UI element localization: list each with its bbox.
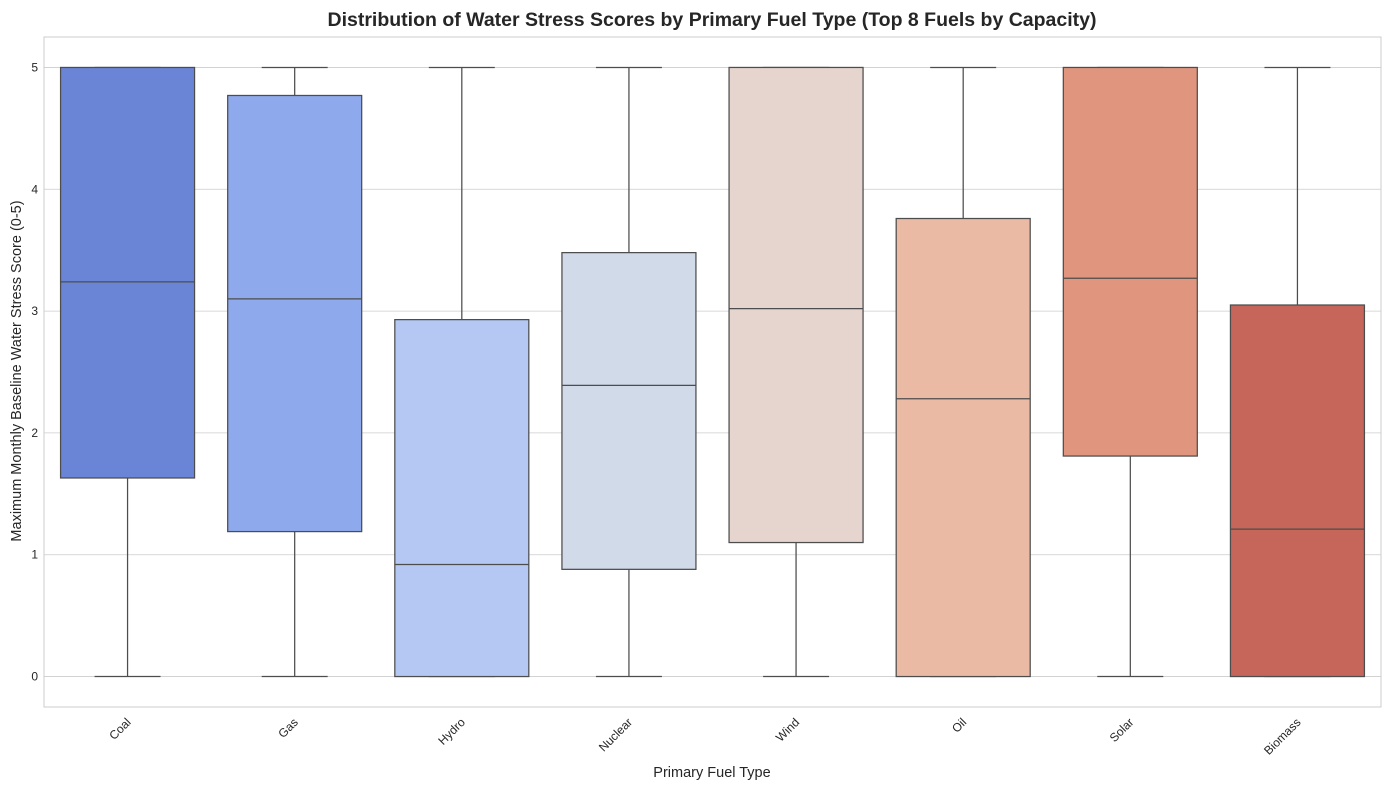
box-biomass — [1229, 66, 1366, 678]
y-tick-label: 0 — [31, 670, 38, 684]
iqr-box — [728, 66, 864, 544]
axes-frame — [43, 36, 1382, 708]
chart-title: Distribution of Water Stress Scores by P… — [328, 9, 1097, 31]
y-tick-label: 2 — [31, 426, 38, 440]
box-solar — [1062, 66, 1198, 678]
y-tick-label: 4 — [31, 182, 38, 196]
x-tick-label: Biomass — [1261, 715, 1303, 757]
box-wind — [728, 66, 864, 678]
x-tick-label: Oil — [949, 715, 969, 735]
iqr-box — [394, 318, 530, 678]
box-coal — [59, 66, 196, 678]
box-oil — [895, 66, 1031, 678]
y-tick-label: 3 — [31, 304, 38, 318]
y-tick-label: 5 — [31, 60, 38, 74]
x-tick-label: Gas — [275, 715, 300, 740]
y-axis-ticks: 0 1 2 3 4 5 — [31, 60, 38, 683]
iqr-box — [1229, 304, 1366, 678]
x-axis-label: Primary Fuel Type — [653, 765, 770, 781]
iqr-box — [895, 217, 1031, 678]
iqr-box — [59, 66, 196, 479]
iqr-box — [227, 94, 363, 533]
box-hydro — [394, 66, 530, 678]
x-tick-label: Nuclear — [596, 715, 635, 754]
x-tick-label: Hydro — [435, 715, 468, 748]
y-tick-label: 1 — [31, 548, 38, 562]
x-axis-ticks: Coal Gas Hydro Nuclear Wind Oil Solar Biomass — [106, 715, 1303, 758]
box-nuclear — [561, 66, 697, 678]
x-tick-label: Coal — [106, 715, 133, 742]
boxes-layer — [59, 66, 1366, 678]
box-gas — [227, 66, 363, 678]
y-axis-label: Maximum Monthly Baseline Water Stress Sc… — [9, 200, 25, 541]
x-tick-label: Solar — [1107, 715, 1137, 745]
x-tick-label: Wind — [773, 715, 802, 744]
iqr-box — [1062, 66, 1198, 457]
iqr-box — [561, 251, 697, 570]
